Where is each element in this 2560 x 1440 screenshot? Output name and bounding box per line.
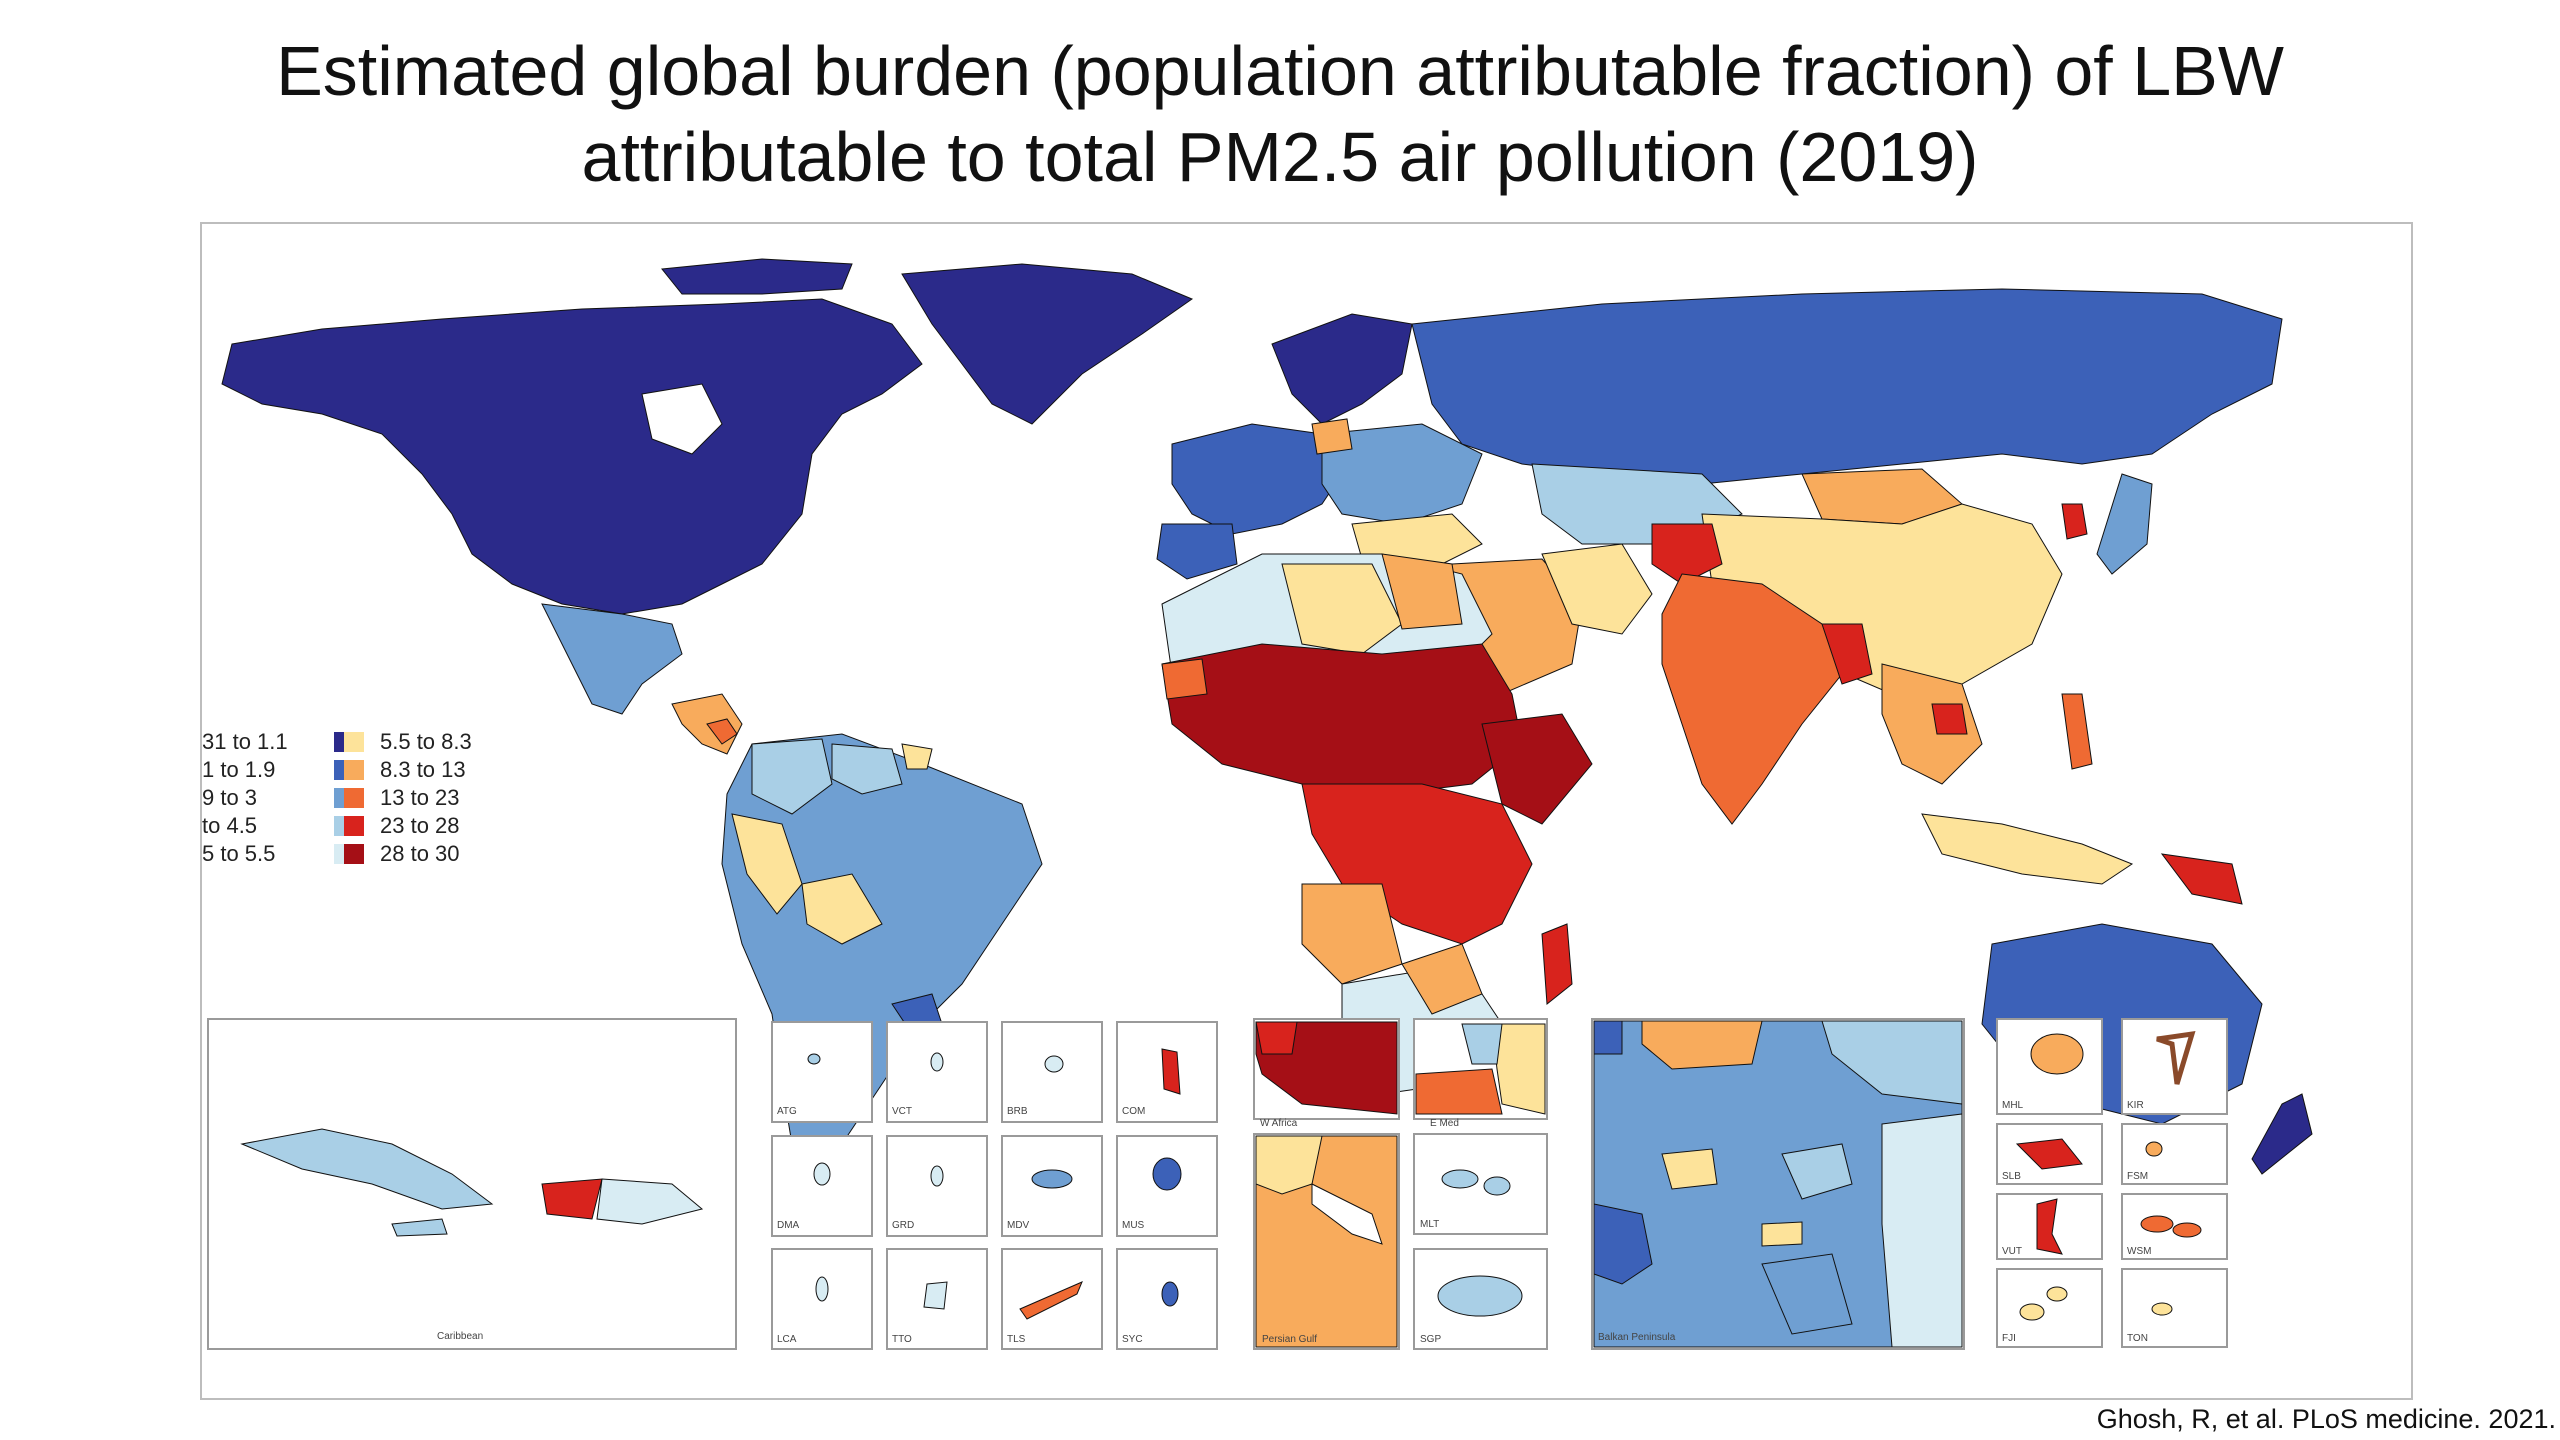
inset-label-atg: ATG xyxy=(777,1106,797,1117)
region-philippines xyxy=(2061,693,2093,770)
region-new-zealand xyxy=(2251,1093,2313,1175)
inset-label-fji: FJI xyxy=(2002,1333,2016,1344)
inset-label-wafrica: W Africa xyxy=(1260,1118,1298,1129)
region-indonesia xyxy=(1921,813,2134,885)
inset-label-syc: SYC xyxy=(1122,1334,1143,1345)
inset-balkan xyxy=(1591,1018,1965,1350)
title-line-1: Estimated global burden (population attr… xyxy=(276,32,2284,110)
legend-label: 13 to 23 xyxy=(380,785,460,810)
region-greenland xyxy=(901,263,1194,425)
region-india xyxy=(1661,573,1843,825)
inset-label-tto: TTO xyxy=(892,1334,912,1345)
world-map-frame: Caribbean ATG VCT BRB COM DMA GRD MDV MU… xyxy=(200,222,2413,1400)
legend-label: 28 to 30 xyxy=(380,841,460,866)
inset-label-kir: KIR xyxy=(2127,1100,2144,1111)
region-bangladesh xyxy=(1821,623,1873,685)
region-scandinavia xyxy=(1271,313,1413,425)
inset-label-slb: SLB xyxy=(2002,1171,2021,1182)
inset-pacific xyxy=(1996,1018,2228,1348)
inset-label-emed: E Med xyxy=(1430,1118,1459,1129)
inset-label-com: COM xyxy=(1122,1106,1145,1117)
region-iberia xyxy=(1156,523,1238,580)
inset-label-balkan: Balkan Peninsula xyxy=(1598,1332,1676,1343)
legend-label: 31 to 1.1 xyxy=(202,729,288,754)
inset-label-mhl: MHL xyxy=(2002,1100,2024,1111)
region-mexico xyxy=(541,603,683,715)
region-peru xyxy=(731,813,803,915)
legend-swatch xyxy=(344,788,364,808)
region-se-asia xyxy=(1881,663,1983,785)
citation: Ghosh, R, et al. PLoS medicine. 2021. xyxy=(2096,1404,2556,1434)
region-europe-east xyxy=(1321,423,1483,525)
inset-label-sgp: SGP xyxy=(1420,1334,1441,1345)
world-map: Caribbean ATG VCT BRB COM DMA GRD MDV MU… xyxy=(207,258,2313,1350)
region-north-america xyxy=(221,298,923,615)
legend-swatch xyxy=(344,760,364,780)
inset-label-ton: TON xyxy=(2127,1333,2148,1344)
inset-label-brb: BRB xyxy=(1007,1106,1028,1117)
title-line-2: attributable to total PM2.5 air pollutio… xyxy=(581,118,1979,196)
legend-label: 9 to 3 xyxy=(202,785,258,810)
region-madagascar xyxy=(1541,923,1573,1005)
legend-label: 8.3 to 13 xyxy=(380,757,466,782)
region-iran xyxy=(1541,543,1653,635)
inset-label-mus: MUS xyxy=(1122,1220,1145,1231)
inset-label-mlt: MLT xyxy=(1420,1219,1439,1230)
region-russia xyxy=(1411,288,2283,485)
region-venezuela xyxy=(831,743,903,795)
inset-islands xyxy=(771,1021,1218,1350)
legend-label: 5.5 to 8.3 xyxy=(380,729,472,754)
inset-label-dma: DMA xyxy=(777,1220,800,1231)
region-sahel xyxy=(1161,643,1523,795)
inset-label-lca: LCA xyxy=(777,1334,797,1345)
legend-label: 1 to 1.9 xyxy=(202,757,276,782)
region-colombia xyxy=(751,738,833,815)
inset-label-fsm: FSM xyxy=(2127,1171,2148,1182)
inset-label-caribbean: Caribbean xyxy=(437,1331,483,1342)
region-japan xyxy=(2096,473,2153,575)
region-central-africa xyxy=(1301,783,1533,945)
inset-label-grd: GRD xyxy=(892,1220,914,1231)
region-europe-west xyxy=(1171,423,1343,535)
region-canada-arctic xyxy=(661,258,853,295)
inset-label-vct: VCT xyxy=(892,1106,912,1117)
legend-swatch xyxy=(344,844,364,864)
map-title: Estimated global burden (population attr… xyxy=(0,28,2560,200)
inset-label-mdv: MDV xyxy=(1007,1220,1030,1231)
inset-label-persian: Persian Gulf xyxy=(1262,1334,1317,1345)
legend-label: to 4.5 xyxy=(202,813,258,838)
region-turkey xyxy=(1351,513,1483,565)
legend-swatch xyxy=(344,816,364,836)
region-afghanistan xyxy=(1651,523,1723,585)
region-egypt xyxy=(1381,553,1463,630)
region-angola xyxy=(1301,883,1403,985)
legend-label: 23 to 28 xyxy=(380,813,460,838)
inset-label-tls: TLS xyxy=(1007,1334,1026,1345)
inset-regional xyxy=(1253,1018,1548,1350)
legend-label: 5 to 5.5 xyxy=(202,841,276,866)
legend-swatch xyxy=(344,732,364,752)
inset-caribbean xyxy=(207,1018,737,1350)
inset-label-wsm: WSM xyxy=(2127,1246,2151,1257)
region-papua xyxy=(2160,853,2243,905)
inset-label-vut: VUT xyxy=(2002,1246,2022,1257)
region-korea xyxy=(2061,503,2088,540)
region-bolivia xyxy=(801,873,883,945)
region-east-africa xyxy=(1481,713,1593,825)
